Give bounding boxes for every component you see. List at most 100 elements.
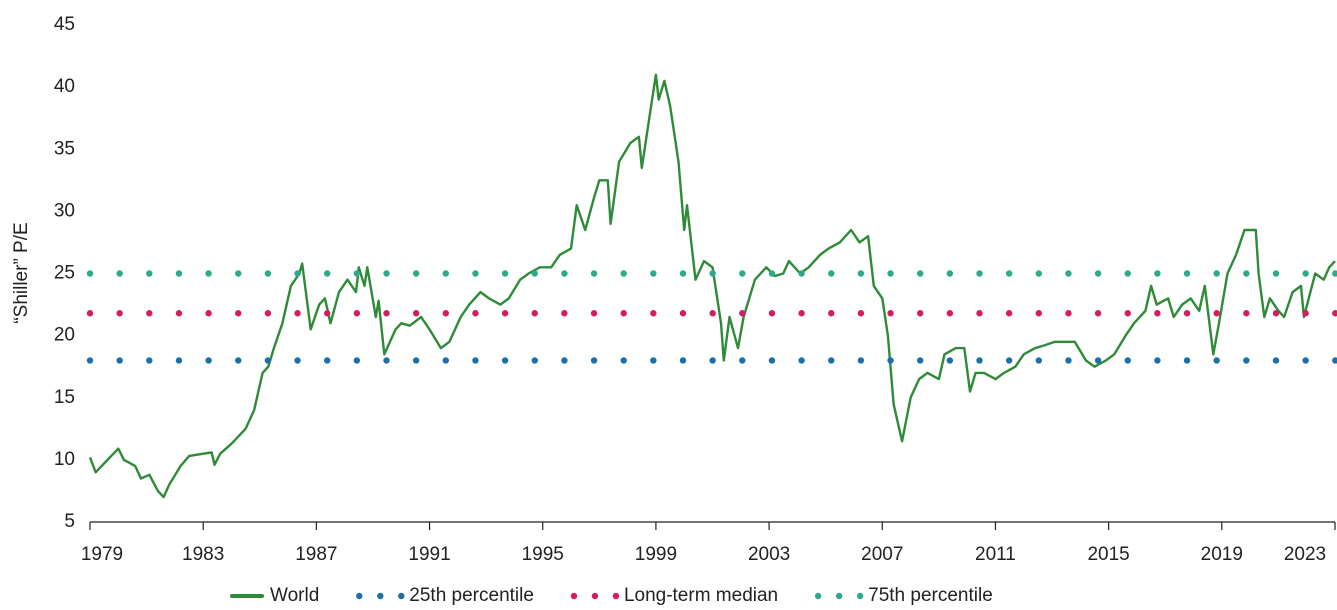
- reference-dot: [412, 357, 420, 364]
- reference-dot: [353, 310, 361, 317]
- y-axis-label: “Shiller” P/E: [11, 222, 32, 323]
- reference-dot: [324, 270, 331, 277]
- data-line: [88, 73, 1336, 499]
- reference-dot: [1154, 310, 1161, 317]
- legend-label: World: [270, 585, 319, 606]
- reference-dot: [679, 357, 687, 364]
- reference-dot: [828, 357, 835, 364]
- x-tick-label: 1995: [522, 544, 564, 565]
- legend-label: 75th percentile: [868, 585, 993, 606]
- reference-dot: [294, 310, 301, 317]
- x-tick-label: 1983: [182, 544, 224, 565]
- reference-dot: [1213, 357, 1220, 364]
- reference-dot: [1094, 357, 1102, 364]
- reference-dot: [235, 310, 242, 317]
- reference-dot: [1124, 310, 1131, 317]
- reference-dot: [442, 270, 449, 277]
- reference-dot: [531, 270, 538, 277]
- legend-swatch: [856, 592, 864, 600]
- reference-dot: [917, 310, 924, 317]
- reference-dot: [1213, 310, 1220, 317]
- reference-dot: [1005, 310, 1013, 317]
- reference-dot: [620, 310, 627, 317]
- reference-dot: [1183, 270, 1191, 277]
- reference-dot: [412, 310, 420, 317]
- reference-dot: [976, 357, 983, 364]
- reference-dot: [146, 270, 153, 277]
- reference-dot: [146, 310, 153, 317]
- reference-dot: [739, 270, 746, 277]
- reference-dot: [946, 310, 954, 317]
- y-tick-label: 25: [54, 263, 75, 284]
- y-tick-label: 10: [54, 449, 75, 470]
- reference-dot: [620, 270, 627, 277]
- reference-dot: [383, 270, 390, 277]
- reference-dot: [1332, 357, 1337, 364]
- y-tick-label: 30: [54, 200, 75, 221]
- x-tick-label: 1987: [295, 544, 337, 565]
- reference-dot: [205, 357, 212, 364]
- x-tick-label: 2007: [861, 544, 903, 565]
- reference-dot: [472, 357, 479, 364]
- reference-dot: [205, 270, 212, 277]
- y-tick-label: 20: [54, 325, 75, 346]
- reference-dot: [620, 357, 627, 364]
- reference-dot: [264, 357, 272, 364]
- reference-dot: [887, 357, 894, 364]
- reference-dot: [501, 310, 509, 317]
- reference-dot: [1154, 270, 1161, 277]
- y-tick-label: 35: [54, 138, 75, 159]
- reference-dot: [1094, 270, 1102, 277]
- reference-dot: [353, 357, 361, 364]
- reference-dot: [324, 310, 331, 317]
- y-tick-label: 45: [54, 14, 75, 35]
- legend-swatch: [377, 592, 384, 600]
- reference-dot: [590, 270, 598, 277]
- reference-dot: [561, 270, 568, 277]
- y-tick-label: 15: [54, 387, 75, 408]
- legend-swatch: [356, 592, 363, 600]
- x-tick-label: 2011: [975, 544, 1016, 565]
- reference-dot: [501, 270, 509, 277]
- reference-dot: [412, 270, 420, 277]
- reference-dot: [1065, 357, 1072, 364]
- reference-dot: [1302, 270, 1309, 277]
- reference-dot: [1065, 270, 1072, 277]
- reference-dot: [175, 310, 183, 317]
- reference-dot: [1183, 310, 1191, 317]
- reference-dot: [86, 310, 94, 317]
- reference-dot: [1332, 270, 1337, 277]
- x-tick-label: 2019: [1201, 544, 1243, 565]
- reference-dot: [650, 310, 657, 317]
- reference-dot: [590, 357, 598, 364]
- reference-dot: [501, 357, 509, 364]
- reference-dot: [650, 357, 657, 364]
- reference-dot: [175, 270, 183, 277]
- reference-dot: [86, 270, 94, 277]
- reference-dot: [768, 357, 776, 364]
- reference-dot: [709, 310, 716, 317]
- reference-dot: [590, 310, 598, 317]
- reference-dot: [1035, 310, 1043, 317]
- reference-dot: [887, 310, 894, 317]
- reference-dot: [1124, 270, 1131, 277]
- reference-dot: [1094, 310, 1102, 317]
- reference-dot: [1302, 357, 1309, 364]
- reference-dot: [946, 270, 954, 277]
- reference-dot: [1005, 357, 1013, 364]
- reference-dot: [798, 270, 805, 277]
- reference-dot: [1332, 310, 1337, 317]
- legend-swatch: [835, 592, 843, 600]
- reference-dot: [531, 357, 538, 364]
- reference-dot: [1154, 357, 1161, 364]
- reference-dot: [1035, 357, 1043, 364]
- reference-dot: [324, 357, 331, 364]
- legend-swatch: [591, 592, 599, 600]
- reference-dot: [561, 357, 568, 364]
- x-tick-label: 2023: [1284, 544, 1326, 565]
- legend-label: 25th percentile: [409, 585, 534, 606]
- reference-dot: [264, 310, 272, 317]
- reference-dot: [146, 357, 153, 364]
- reference-dot: [828, 270, 835, 277]
- reference-dot: [116, 357, 123, 364]
